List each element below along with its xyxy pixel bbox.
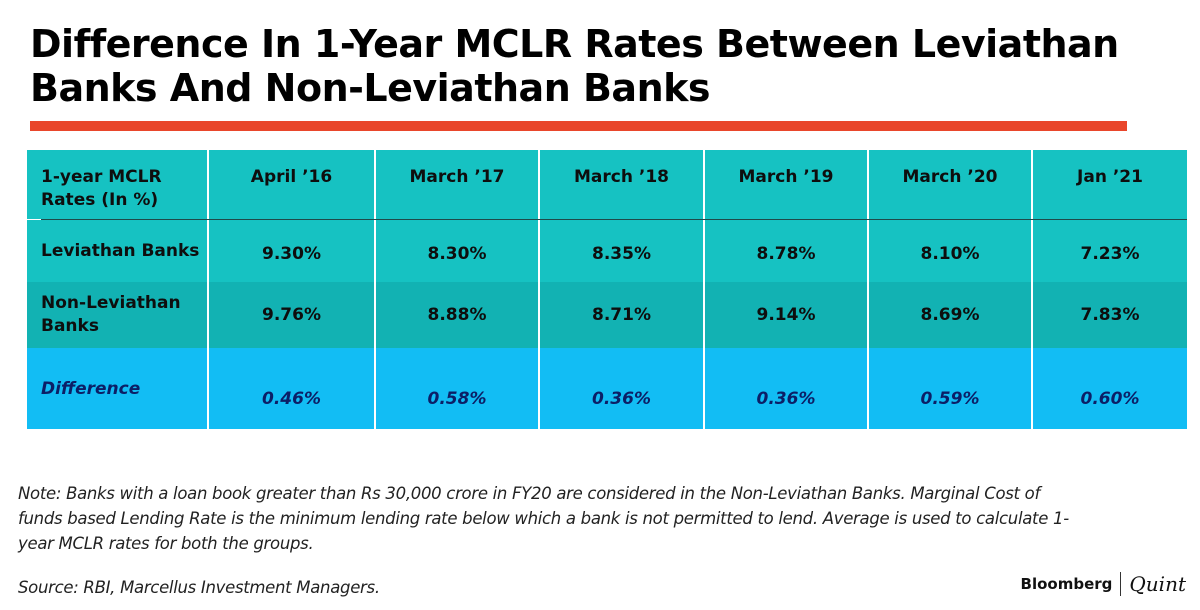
row-label: Non-Leviathan Banks [27, 282, 207, 348]
table-cell: 0.60% [1033, 348, 1187, 429]
table-cell: 8.71% [540, 282, 703, 348]
table-cell: 9.30% [209, 220, 374, 282]
brand-separator [1120, 572, 1122, 596]
table-cell: 0.46% [209, 348, 374, 429]
table-cell: 7.83% [1033, 282, 1187, 348]
column-header: March ’19 [705, 150, 867, 219]
column-header: Jan ’21 [1033, 150, 1187, 219]
table-row-non-leviathan: Non-Leviathan Banks 9.76% 8.88% 8.71% 9.… [27, 282, 1187, 348]
footnote: Note: Banks with a loan book greater tha… [18, 484, 1069, 553]
brand-primary: Bloomberg [1020, 575, 1113, 593]
table-cell: 8.69% [869, 282, 1031, 348]
row-label: Difference [27, 348, 207, 429]
brand-logo: Bloomberg Quint [1021, 572, 1186, 596]
header-divider [41, 219, 199, 220]
table-cell: 8.10% [869, 220, 1031, 282]
column-header: March ’20 [869, 150, 1031, 219]
table-cell: 0.36% [705, 348, 867, 429]
chart-title: Difference In 1-Year MCLR Rates Between … [30, 22, 1119, 110]
table-row-difference: Difference 0.46% 0.58% 0.36% 0.36% 0.59%… [27, 348, 1187, 429]
brand-secondary: Quint [1129, 572, 1186, 596]
table-cell: 8.30% [376, 220, 538, 282]
table-cell: 0.59% [869, 348, 1031, 429]
table-cell: 8.78% [705, 220, 867, 282]
column-header: April ’16 [209, 150, 374, 219]
header-label-cell: 1-year MCLR Rates (In %) [27, 150, 207, 219]
title-underline-rule [30, 121, 1127, 131]
header-divider [199, 219, 1187, 220]
row-label: Leviathan Banks [27, 220, 207, 282]
table-cell: 9.14% [705, 282, 867, 348]
table-row-leviathan: Leviathan Banks 9.30% 8.30% 8.35% 8.78% … [27, 220, 1187, 282]
table-cell: 8.35% [540, 220, 703, 282]
table-header-row: 1-year MCLR Rates (In %) April ’16 March… [27, 150, 1187, 219]
column-header: March ’18 [540, 150, 703, 219]
source-text: Source: RBI, Marcellus Investment Manage… [18, 578, 380, 597]
table-cell: 7.23% [1033, 220, 1187, 282]
table-cell: 0.58% [376, 348, 538, 429]
column-header: March ’17 [376, 150, 538, 219]
table-cell: 9.76% [209, 282, 374, 348]
table-cell: 0.36% [540, 348, 703, 429]
table-cell: 8.88% [376, 282, 538, 348]
mclr-table: 1-year MCLR Rates (In %) April ’16 March… [27, 150, 1187, 429]
